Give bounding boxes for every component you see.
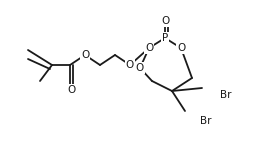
Text: P: P: [162, 33, 168, 43]
Text: O: O: [161, 16, 169, 26]
Text: O: O: [145, 43, 153, 53]
Text: Br: Br: [200, 116, 211, 126]
Text: O: O: [136, 63, 144, 73]
Text: O: O: [177, 43, 185, 53]
Text: O: O: [81, 50, 89, 60]
Text: O: O: [126, 60, 134, 70]
Text: Br: Br: [220, 90, 231, 100]
Text: O: O: [67, 85, 75, 95]
